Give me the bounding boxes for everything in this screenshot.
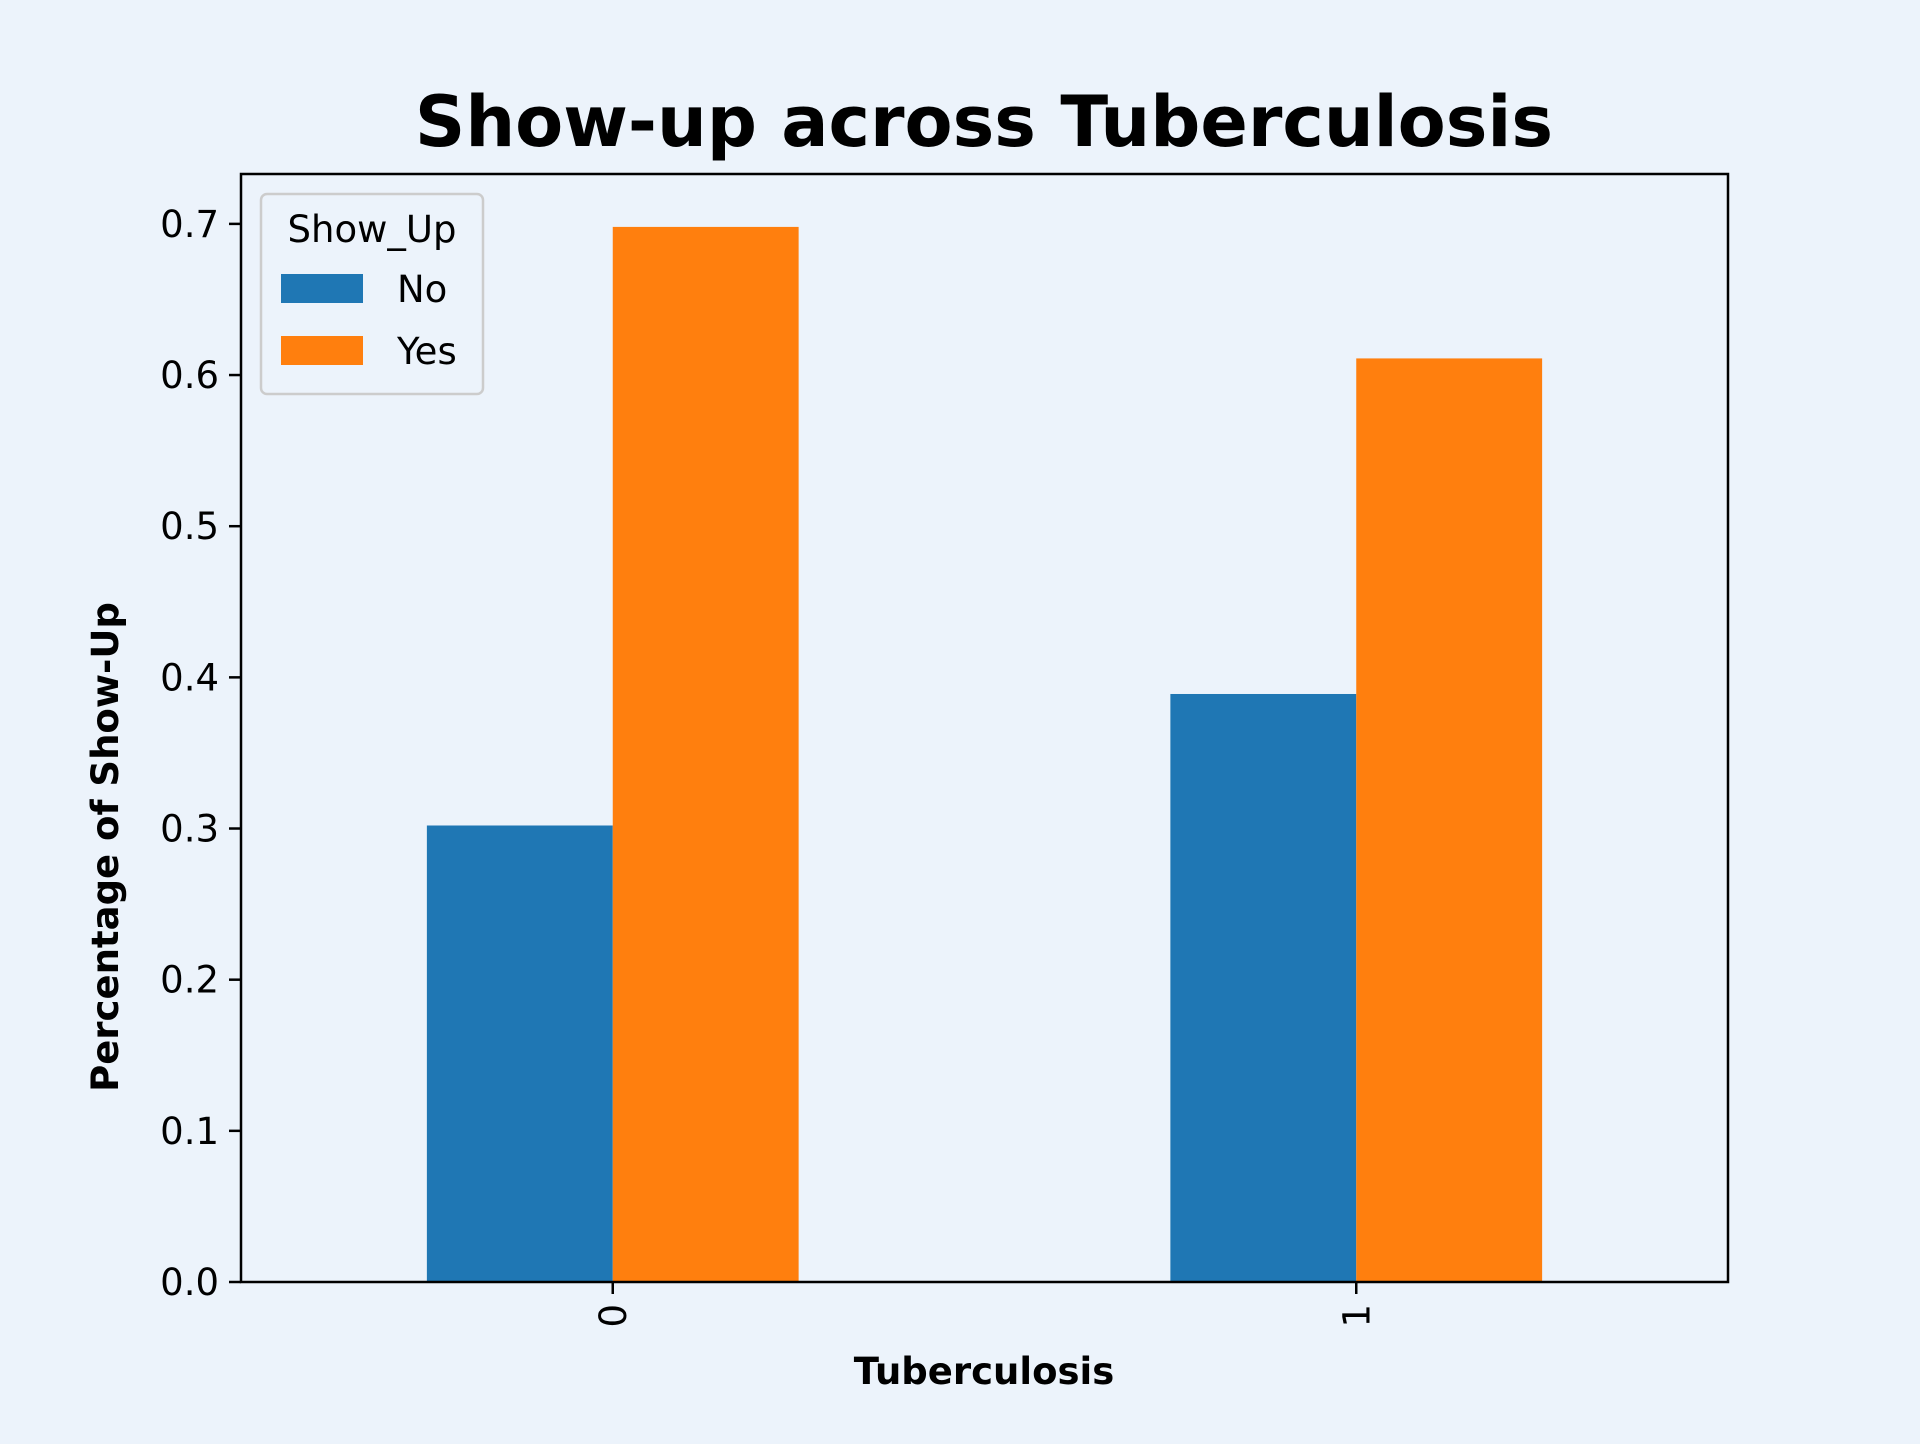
legend-label-no: No: [397, 268, 447, 311]
y-axis-label: Percentage of Show-Up: [84, 602, 127, 1092]
bar-no-1: [1170, 693, 1357, 1282]
y-tick-label: 0.3: [160, 808, 219, 851]
x-axis-label: Tuberculosis: [854, 1350, 1114, 1393]
y-tick-label: 0.5: [160, 505, 219, 548]
bar-yes-0: [612, 226, 799, 1282]
x-tick-label: 1: [1335, 1304, 1378, 1328]
legend-swatch-yes: [281, 336, 363, 365]
bar-no-0: [426, 825, 613, 1282]
y-tick-label: 0.7: [160, 203, 219, 246]
y-tick-label: 0.0: [160, 1261, 219, 1304]
bar-yes-1: [1356, 358, 1543, 1282]
axes-frame: [239, 172, 1730, 1284]
y-tick-label: 0.1: [160, 1110, 219, 1153]
plot-area: 0.0 0.1 0.2 0.3 0.4 0.5 0.6 0.7 0 1: [160, 172, 1730, 1328]
legend-title: Show_Up: [288, 208, 457, 251]
chart-title: Show-up across Tuberculosis: [415, 81, 1553, 163]
y-tick-label: 0.4: [160, 656, 219, 699]
legend: Show_Up No Yes: [259, 192, 485, 396]
legend-swatch-no: [281, 274, 363, 303]
y-tick-label: 0.6: [160, 354, 219, 397]
legend-label-yes: Yes: [396, 330, 457, 373]
y-tick-label: 0.2: [160, 959, 219, 1002]
x-tick-label: 0: [592, 1304, 635, 1328]
